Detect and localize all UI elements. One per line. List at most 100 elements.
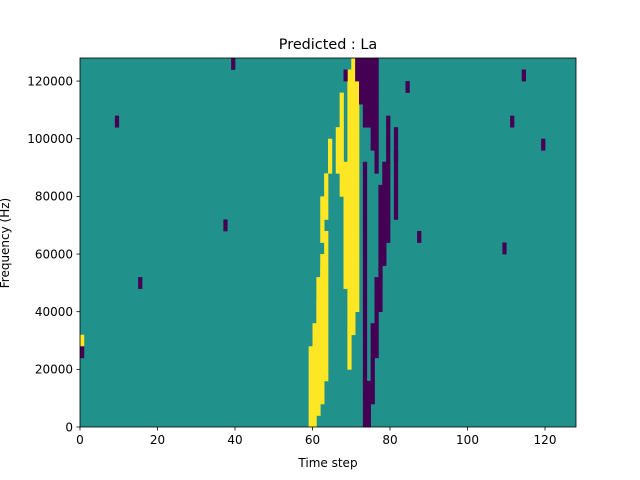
heatmap-cell-high bbox=[320, 230, 325, 243]
heatmap-cell-high bbox=[343, 254, 348, 266]
heatmap-cell-high bbox=[308, 392, 313, 405]
heatmap-cell-low bbox=[114, 115, 120, 128]
heatmap-cell-low bbox=[378, 196, 383, 209]
heatmap-cell-high bbox=[347, 115, 352, 128]
heatmap-cell-high bbox=[324, 196, 329, 209]
heatmap-cell-low bbox=[362, 115, 368, 128]
heatmap-cell-low bbox=[393, 196, 399, 209]
heatmap-cell-high bbox=[355, 81, 360, 93]
heatmap-cell-high bbox=[316, 300, 321, 313]
plot-area bbox=[79, 57, 577, 428]
heatmap-cell-high bbox=[328, 138, 333, 151]
heatmap-cell-low bbox=[362, 242, 368, 255]
heatmap-cell-low bbox=[362, 69, 368, 82]
heatmap-cell-high bbox=[312, 346, 317, 359]
heatmap-cell-high bbox=[316, 369, 321, 382]
heatmap-cell-high bbox=[320, 300, 325, 313]
x-tick-label: 120 bbox=[534, 433, 557, 447]
heatmap-cell-high bbox=[339, 138, 344, 151]
plot-frame bbox=[79, 57, 577, 428]
heatmap-cell-low bbox=[374, 323, 379, 336]
heatmap-cell-low bbox=[362, 196, 368, 209]
heatmap-cell-low bbox=[378, 242, 383, 255]
heatmap-cell-high bbox=[320, 323, 325, 336]
heatmap-cell-low bbox=[378, 254, 383, 266]
heatmap-cell-low bbox=[366, 392, 371, 405]
heatmap-cell-high bbox=[312, 357, 317, 370]
heatmap-cell-low bbox=[386, 150, 391, 163]
heatmap-cell-high bbox=[355, 242, 360, 255]
heatmap-cell-low bbox=[362, 369, 368, 382]
heatmap-cell-high bbox=[343, 242, 348, 255]
heatmap-cell-low bbox=[382, 161, 387, 174]
heatmap-cell-high bbox=[347, 184, 352, 197]
heatmap-cell-low bbox=[374, 138, 379, 151]
heatmap-cell-low bbox=[386, 173, 391, 186]
heatmap-cell-low bbox=[521, 69, 526, 82]
y-tick-label: 0 bbox=[65, 420, 73, 434]
heatmap-cell-high bbox=[328, 161, 333, 174]
heatmap-cell-high bbox=[347, 92, 352, 105]
heatmap-cell-low bbox=[541, 138, 546, 151]
heatmap-cell-low bbox=[374, 300, 379, 313]
heatmap-cell-high bbox=[324, 254, 329, 266]
heatmap-cell-low bbox=[366, 69, 371, 82]
heatmap-cell-high bbox=[355, 173, 360, 186]
heatmap-cell-high bbox=[312, 403, 317, 416]
heatmap-cell-low bbox=[378, 219, 383, 232]
heatmap-cell-high bbox=[320, 380, 325, 393]
heatmap-cell-low bbox=[382, 207, 387, 220]
heatmap-cell-low bbox=[362, 288, 368, 301]
heatmap-cell-low bbox=[374, 58, 379, 70]
heatmap-cell-high bbox=[343, 173, 348, 186]
heatmap-cell-high bbox=[347, 161, 352, 174]
heatmap-cell-low bbox=[382, 219, 387, 232]
heatmap-cell-high bbox=[347, 288, 352, 301]
heatmap-cell-low bbox=[382, 254, 387, 266]
heatmap-cell-high bbox=[347, 173, 352, 186]
heatmap-cell-low bbox=[362, 254, 368, 266]
heatmap-cell-high bbox=[351, 242, 356, 255]
heatmap-cell-high bbox=[343, 196, 348, 209]
heatmap-cell-high bbox=[308, 346, 313, 359]
heatmap-cell-low bbox=[405, 81, 410, 93]
heatmap-cell-low bbox=[382, 242, 387, 255]
heatmap-cell-low bbox=[370, 323, 375, 336]
heatmap-cell-low bbox=[362, 357, 368, 370]
heatmap-cell-high bbox=[339, 184, 344, 197]
y-tick-label: 40000 bbox=[35, 305, 73, 319]
heatmap-cell-low bbox=[138, 277, 143, 289]
heatmap-cell-low bbox=[374, 311, 379, 324]
heatmap-cell-high bbox=[308, 369, 313, 382]
heatmap-cell-low bbox=[366, 92, 371, 105]
heatmap-cell-high bbox=[320, 346, 325, 359]
heatmap-cell-high bbox=[343, 207, 348, 220]
heatmap-cell-high bbox=[320, 207, 325, 220]
heatmap-cell-high bbox=[320, 357, 325, 370]
heatmap-cell-high bbox=[316, 357, 321, 370]
heatmap-cell-low bbox=[362, 346, 368, 359]
heatmap-cell-low bbox=[366, 415, 371, 428]
heatmap-cell-high bbox=[343, 161, 348, 174]
heatmap-cell-high bbox=[347, 334, 352, 347]
heatmap-cell-low bbox=[382, 184, 387, 197]
heatmap-cell-low bbox=[374, 288, 379, 301]
heatmap-cell-high bbox=[351, 265, 356, 278]
heatmap-cell-low bbox=[223, 219, 228, 232]
heatmap-cell-high bbox=[324, 311, 329, 324]
heatmap-cell-high bbox=[324, 357, 329, 370]
x-tick-label: 0 bbox=[76, 433, 84, 447]
heatmap-cell-low bbox=[386, 207, 391, 220]
heatmap-cell-high bbox=[324, 184, 329, 197]
heatmap-cell-low bbox=[370, 127, 375, 140]
heatmap-cell-high bbox=[347, 127, 352, 140]
heatmap-cell-high bbox=[347, 311, 352, 324]
heatmap-cell-high bbox=[355, 150, 360, 163]
heatmap-cell-low bbox=[382, 230, 387, 243]
heatmap-cell-high bbox=[347, 150, 352, 163]
heatmap-cell-low bbox=[386, 115, 391, 128]
heatmap-cell-high bbox=[324, 230, 329, 243]
heatmap-cell-low bbox=[366, 104, 371, 117]
heatmap-cell-high bbox=[308, 403, 313, 416]
heatmap-cell-low bbox=[417, 230, 422, 243]
